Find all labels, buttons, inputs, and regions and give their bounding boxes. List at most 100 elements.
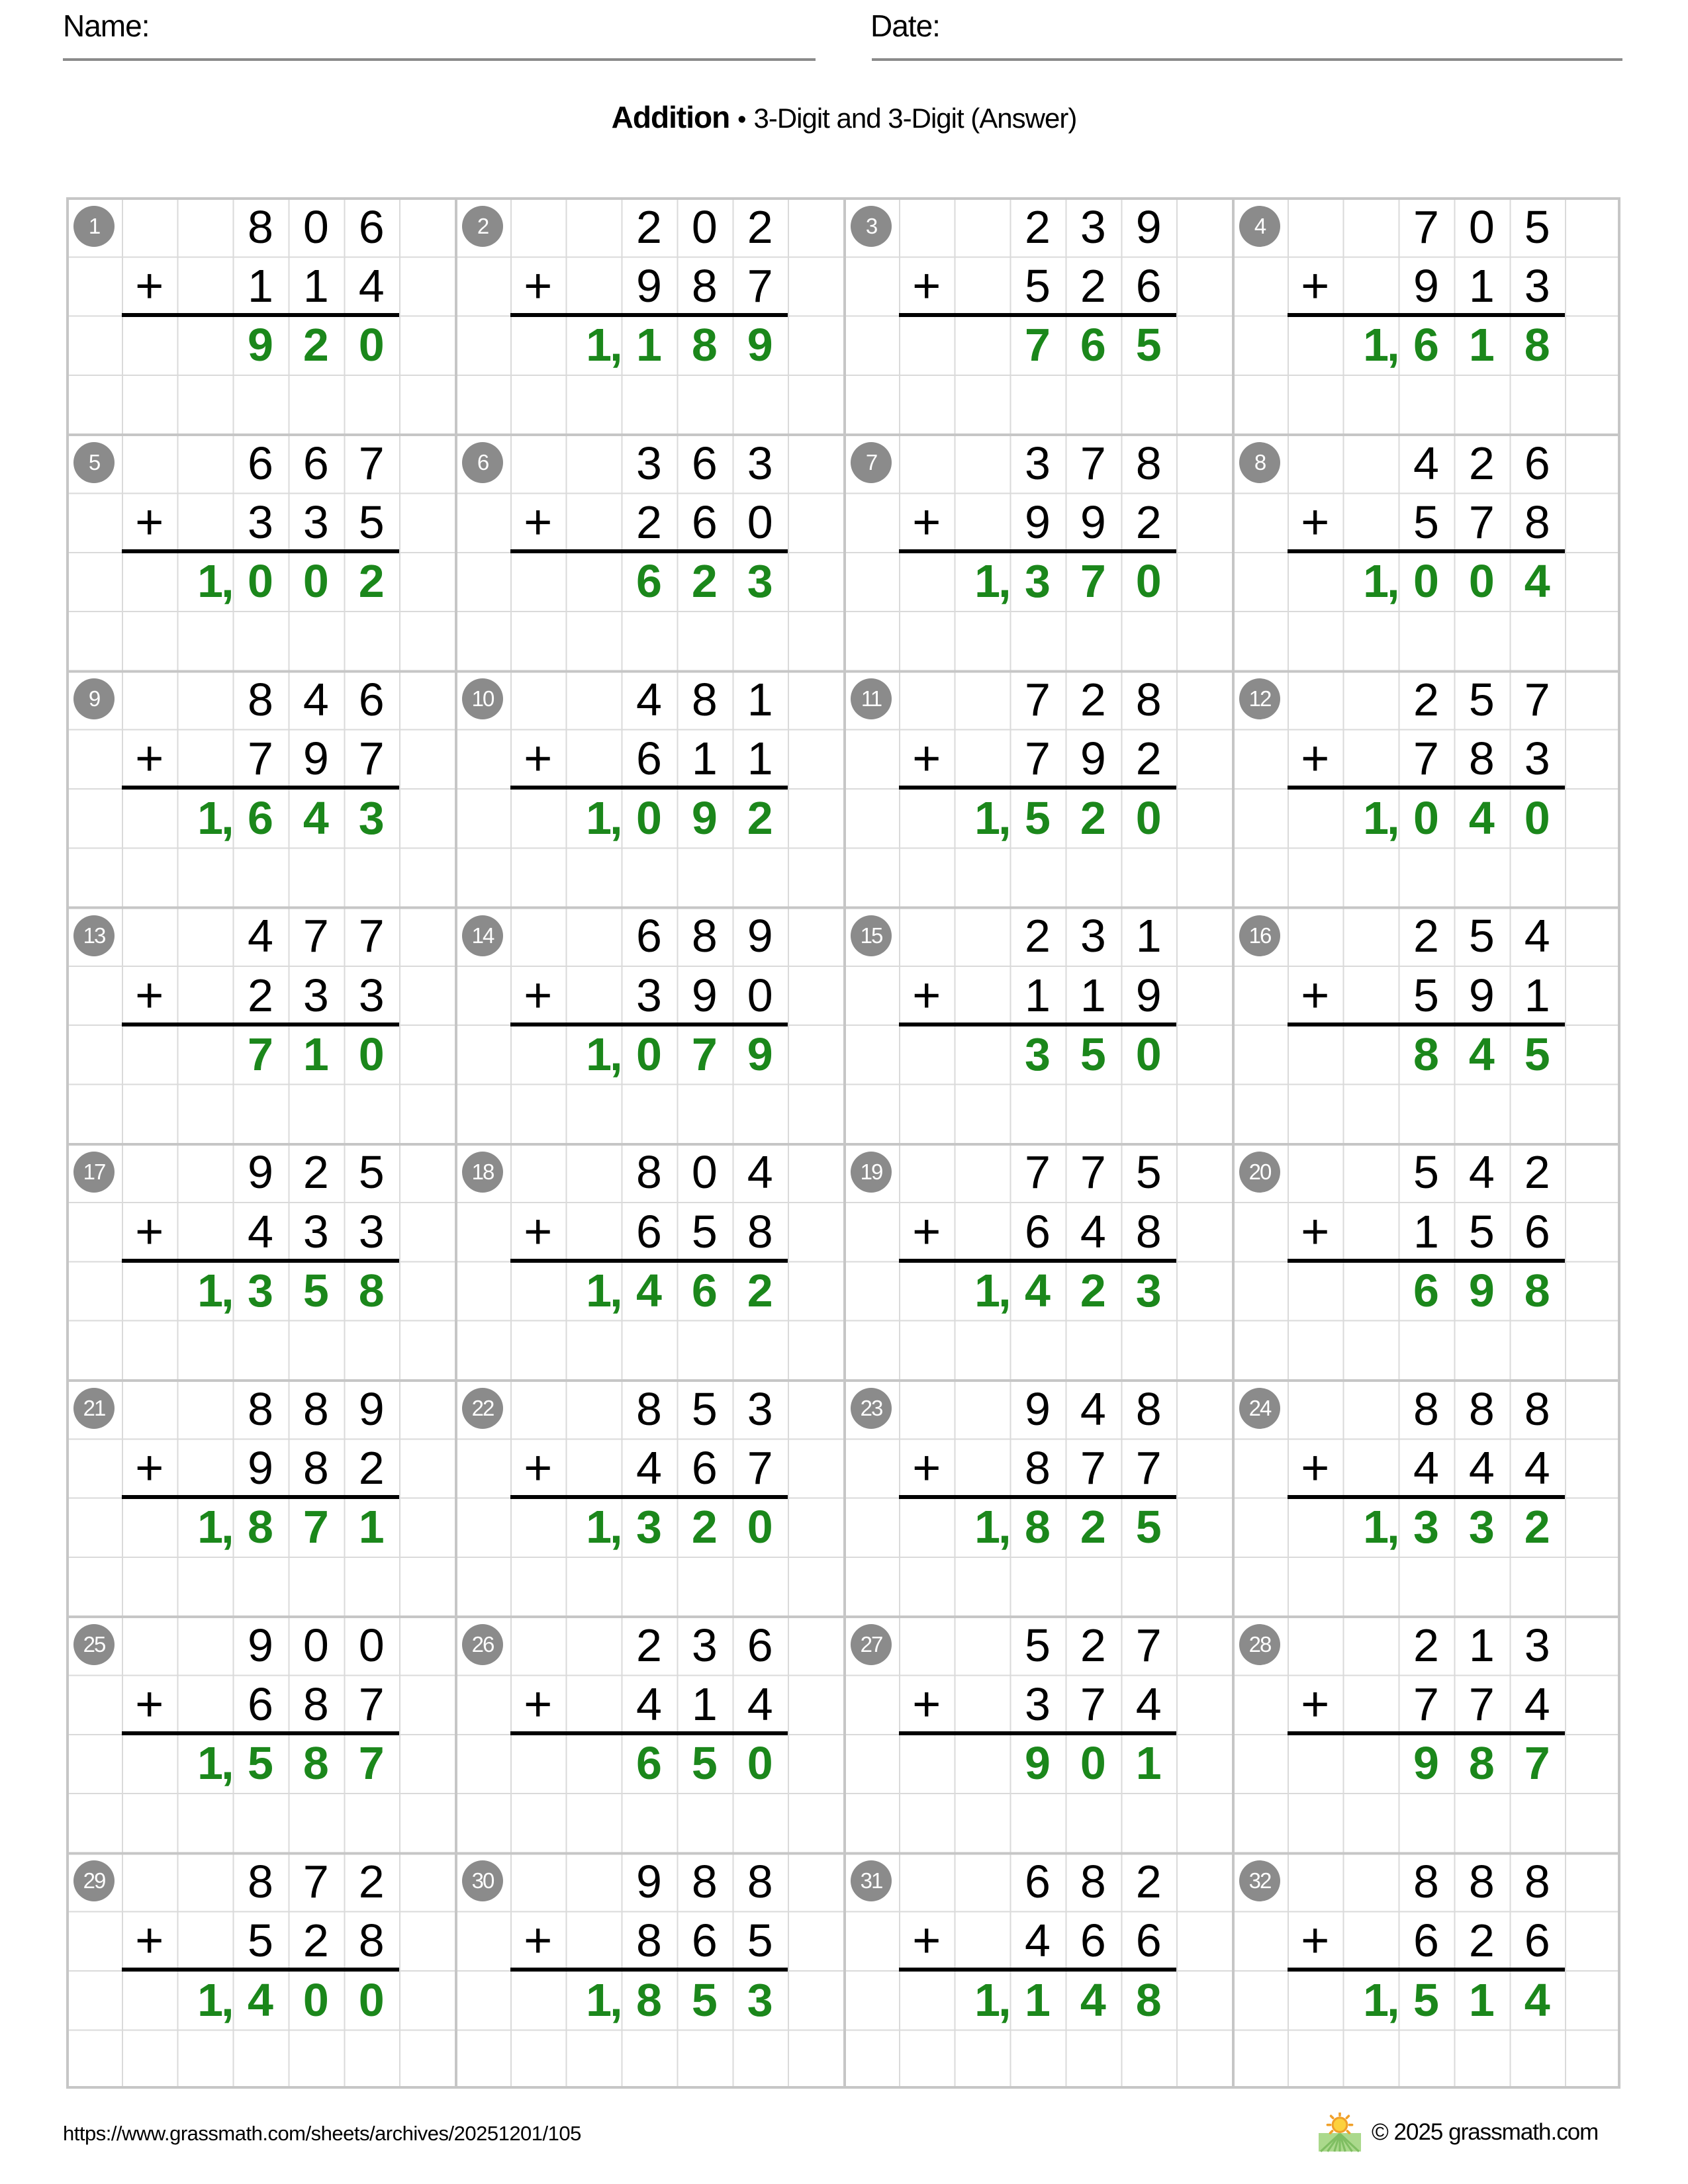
addend1-digit: 8 [1135,1383,1162,1435]
answer-digit: 9 [691,792,718,844]
name-fill-in-line[interactable] [63,58,816,61]
problem-number-badge: 18 [462,1151,503,1193]
addend1-digit: 3 [636,437,662,489]
addend1-digit: 9 [248,1619,273,1671]
answer-digit: 0 [1135,555,1162,608]
addend1-digit: 2 [1413,1619,1439,1671]
answer-digit: 3 [1468,1501,1495,1553]
answer-digit: 4 [1468,792,1495,844]
sum-line [121,1022,400,1026]
answer-digit: 9 [1468,1265,1495,1317]
answer-digit: 2 [303,319,329,371]
addend1-digit: 2 [1080,1619,1106,1671]
answer-thousands-digit: 1, [1363,1974,1399,2026]
addend2-digit: 2 [1468,1915,1495,1967]
addend1-digit: 7 [303,910,329,962]
problem-4: 4 +7 0 5 9 1 3 1, 6 1 8 [1232,197,1620,433]
answer-digit: 4 [636,1265,662,1317]
addend2-digit: 7 [747,259,773,312]
problem-14: 14 +6 8 9 3 9 0 1, 0 7 9 [455,907,843,1143]
addend1-digit: 3 [1524,1619,1550,1671]
addend1-digit: 1 [1468,1619,1495,1671]
plus-sign: + [524,967,553,1023]
sum-line [1287,1731,1566,1736]
answer-digit: 4 [248,1974,273,2026]
answer-thousands-digit: 1, [586,1974,622,2026]
answer-digit: 5 [1413,1974,1439,2026]
plus-sign: + [912,494,941,550]
addend1-digit: 4 [747,1146,773,1199]
addend1-digit: 6 [747,1619,773,1671]
addend1-digit: 8 [248,201,273,253]
addend2-digit: 3 [636,969,662,1021]
addend2-digit: 4 [1524,1678,1550,1731]
problem-2: 2 +2 0 2 9 8 7 1, 1 8 9 [455,197,843,433]
sum-line [121,313,400,318]
plus-sign: + [524,1913,553,1968]
addend1-digit: 2 [636,1619,662,1671]
answer-digit: 7 [1080,555,1106,608]
problem-29: 29 +8 7 2 5 2 8 1, 4 0 0 [66,1852,455,2088]
addend2-digit: 8 [747,1205,773,1257]
title-subtitle: 3-Digit and 3-Digit (Answer) [753,103,1077,134]
addend1-digit: 9 [636,1856,662,1908]
sum-line [898,313,1177,318]
answer-thousands-digit: 1, [974,555,1011,608]
addend1-digit: 8 [1080,1856,1106,1908]
answer-digit: 0 [248,555,273,608]
plus-sign: + [524,494,553,550]
answer-digit: 3 [1025,1028,1051,1080]
addend1-digit: 2 [1025,201,1051,253]
addend1-digit: 6 [358,201,385,253]
addend2-digit: 5 [1413,969,1439,1021]
addend2-digit: 1 [691,733,718,785]
addend1-digit: 7 [1080,437,1106,489]
problem-number-badge: 9 [73,678,115,720]
problem-number-badge: 29 [73,1860,115,1902]
addend2-digit: 3 [248,496,273,549]
problem-5: 5 +6 6 7 3 3 5 1, 0 0 2 [66,433,455,670]
answer-digit: 1 [636,319,662,371]
problem-15: 15 +2 3 1 1 1 9 3 5 0 [843,907,1232,1143]
answer-digit: 9 [747,319,773,371]
addend2-digit: 4 [358,259,385,312]
answer-digit: 1 [1468,319,1495,371]
addend2-digit: 1 [248,259,273,312]
plus-sign: + [912,1913,941,1968]
sum-line [510,1731,788,1736]
addend2-digit: 1 [1468,259,1495,312]
addend1-digit: 7 [1524,674,1550,726]
answer-digit: 5 [691,1974,718,2026]
answer-digit: 7 [358,1737,385,1790]
addend2-digit: 4 [1468,1441,1495,1494]
addend1-digit: 2 [1468,437,1495,489]
addend1-digit: 8 [248,674,273,726]
date-fill-in-line[interactable] [872,58,1622,61]
sum-line [510,549,788,554]
sum-line [121,1731,400,1736]
addend1-digit: 4 [1080,1383,1106,1435]
addend2-digit: 6 [691,1441,718,1494]
answer-digit: 3 [358,792,385,844]
answer-thousands-digit: 1, [586,1265,622,1317]
addend1-digit: 9 [747,910,773,962]
answer-digit: 6 [636,555,662,608]
addend2-digit: 6 [1080,1915,1106,1967]
addend2-digit: 1 [1413,1205,1439,1257]
answer-thousands-digit: 1, [1363,319,1399,371]
date-label: Date: [870,9,941,43]
answer-digit: 8 [1524,319,1550,371]
addend1-digit: 6 [691,437,718,489]
problem-number-badge: 5 [73,442,115,484]
plus-sign: + [1301,494,1330,550]
addend1-digit: 7 [358,910,385,962]
problem-24: 24 +8 8 8 4 4 4 1, 3 3 2 [1232,1379,1620,1615]
sum-line [898,1968,1177,1972]
answer-digit: 0 [1524,792,1550,844]
addend2-digit: 6 [1135,1915,1162,1967]
addend2-digit: 7 [1468,1678,1495,1731]
sum-line [898,1731,1177,1736]
grassmath-logo-icon [1319,2113,1361,2152]
addend1-digit: 8 [1413,1856,1439,1908]
answer-digit: 1 [358,1501,385,1553]
